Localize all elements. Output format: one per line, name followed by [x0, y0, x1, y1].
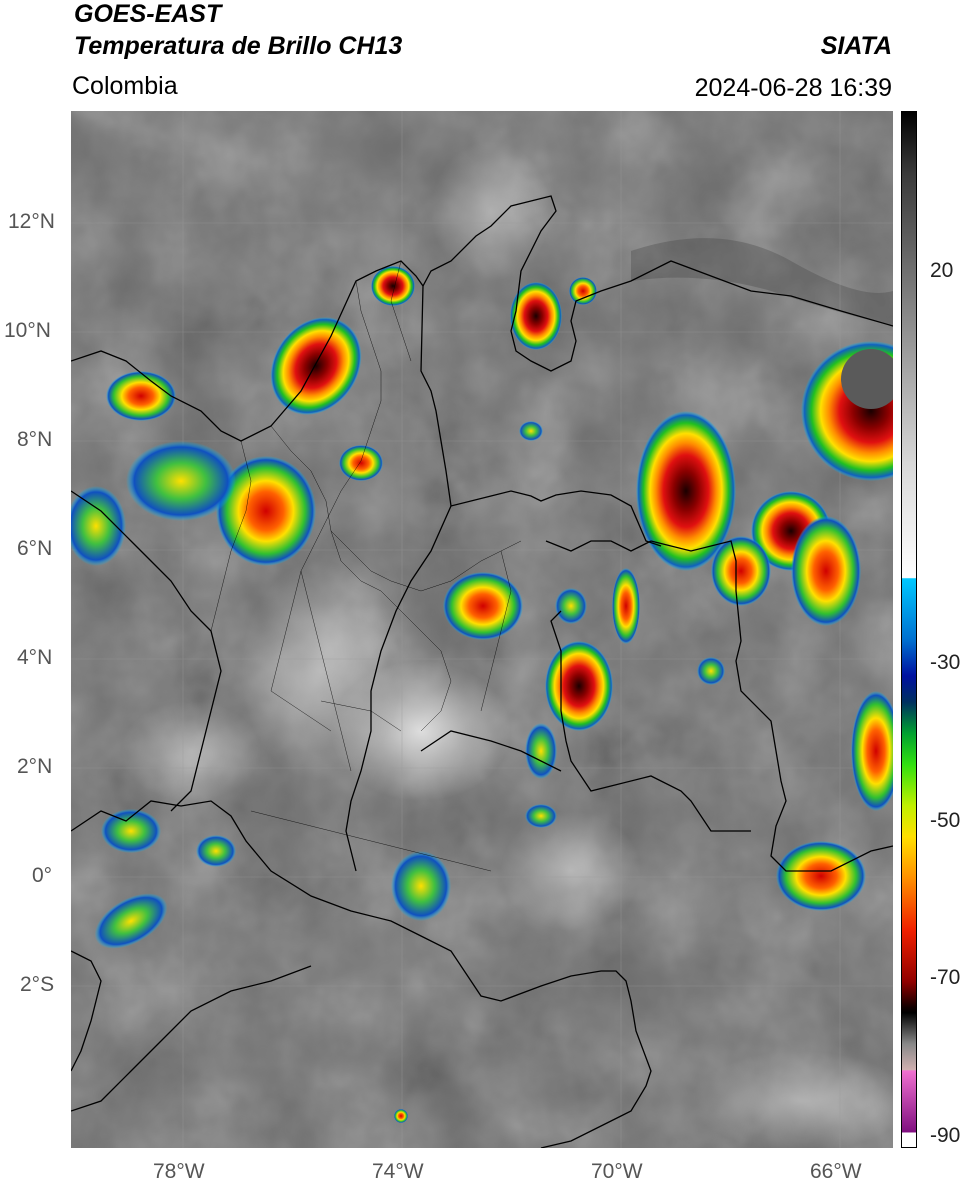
- colorbar-tick-label: -70: [930, 966, 961, 989]
- cell-south: [394, 1109, 408, 1123]
- lat-label: 2°S: [20, 973, 55, 996]
- lon-label: 74°W: [372, 1160, 424, 1183]
- satellite-title: GOES-EAST: [74, 0, 222, 28]
- cell-venezuela-west: [636, 411, 736, 571]
- cell-guaviare: [545, 641, 613, 731]
- lon-label: 78°W: [153, 1160, 205, 1183]
- lat-label: 8°N: [17, 428, 53, 451]
- cell-vichada: [555, 588, 587, 624]
- lat-label: 2°N: [17, 755, 53, 778]
- product-title: Temperatura de Brillo CH13: [74, 32, 403, 60]
- cell-magdalena: [510, 282, 562, 350]
- cell-caribbean-coast: [270, 317, 362, 415]
- department-lines: [210, 260, 522, 872]
- colorbar-tick-label: -30: [930, 651, 961, 674]
- lat-label: 12°N: [8, 210, 55, 233]
- cell-ecuador: [94, 893, 168, 949]
- lon-label: 70°W: [591, 1160, 643, 1183]
- colorbar-tick-label: -90: [930, 1124, 961, 1147]
- cell-lake: [569, 277, 597, 305]
- colorbar-tick-label: 20: [930, 259, 954, 282]
- cell-narino: [101, 809, 161, 853]
- cell-arauca: [612, 568, 640, 644]
- organization-label: SIATA: [820, 32, 892, 60]
- cell-east-edge: [851, 691, 893, 811]
- colorbar-tick-label: -50: [930, 809, 961, 832]
- cell-santander: [339, 445, 383, 481]
- cell-choco: [216, 456, 316, 566]
- cell-panama: [106, 371, 176, 421]
- cell-amazonas-east: [776, 841, 866, 911]
- lat-label: 10°N: [4, 319, 51, 342]
- cell-venezuela-south2: [791, 516, 861, 626]
- lat-label: 0°: [32, 864, 53, 887]
- cell-pacific-north: [126, 441, 236, 521]
- cell-vaupes: [525, 804, 557, 828]
- cell-cucuta: [519, 421, 543, 441]
- cell-caqueta: [391, 851, 451, 921]
- cell-amazonas-vene: [697, 657, 725, 685]
- satellite-map[interactable]: [71, 111, 893, 1148]
- lat-label: 6°N: [17, 537, 53, 560]
- lon-label: 66°W: [810, 1160, 862, 1183]
- cell-pacific-west: [71, 486, 126, 566]
- datetime-label: 2024-06-28 16:39: [694, 74, 892, 102]
- cell-venezuela-mid: [711, 536, 771, 606]
- colorbar: [901, 111, 917, 1148]
- sea-dark-patch: [631, 238, 893, 326]
- convective-cells: [71, 266, 893, 1123]
- lat-label: 4°N: [17, 646, 53, 669]
- cell-guajira: [371, 266, 415, 306]
- borders: [71, 195, 893, 1148]
- cell-putumayo: [196, 835, 236, 867]
- cell-guainia: [525, 723, 557, 779]
- region-label: Colombia: [72, 72, 178, 100]
- cell-meta: [443, 572, 523, 640]
- cold-core: [841, 349, 893, 409]
